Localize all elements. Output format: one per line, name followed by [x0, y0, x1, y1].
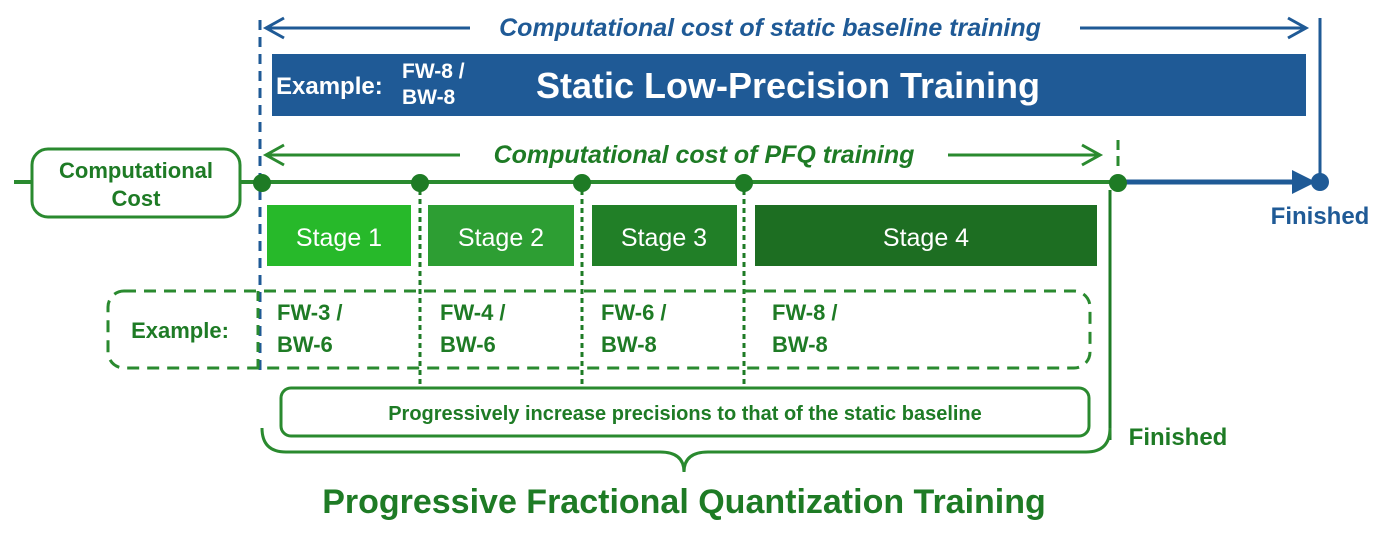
stage-4-label: Stage 4	[883, 224, 969, 252]
stage-boundary-dot	[1109, 174, 1127, 192]
baseline-finished-label: Finished	[1271, 203, 1370, 230]
baseline-axis-arrowhead	[1292, 170, 1316, 194]
computational-cost-box	[30, 147, 242, 219]
stage-2-bw: BW-6	[440, 332, 496, 357]
pfq-brace	[260, 427, 1112, 473]
progress-note: Progressively increase precisions to tha…	[388, 403, 982, 425]
stage-2-label: Stage 2	[458, 224, 544, 252]
progress-note-box	[279, 386, 1091, 438]
stage-3-bw: BW-8	[601, 332, 657, 357]
pfq-cost-label: Computational cost of PFQ training	[494, 141, 915, 169]
stage-3-box	[592, 205, 737, 266]
pfq-title: Progressive Fractional Quantization Trai…	[322, 483, 1046, 521]
stage-4-box	[755, 205, 1097, 266]
stage-2-box	[428, 205, 574, 266]
example-dashed-box	[106, 289, 1092, 370]
stage-4-bw: BW-8	[772, 332, 828, 357]
stage-boundary-dot	[573, 174, 591, 192]
stage-1-fw: FW-3 /	[277, 300, 343, 325]
stage-1-box	[267, 205, 411, 266]
baseline-cost-arrow	[262, 16, 1310, 40]
stage-3-label: Stage 3	[621, 224, 707, 252]
stage-1-bw: BW-6	[277, 332, 333, 357]
stage-boundary-dot	[411, 174, 429, 192]
computational-cost-label-line1: Computational	[59, 158, 213, 183]
stage-3-fw: FW-6 /	[601, 300, 667, 325]
stage-2-fw: FW-4 /	[440, 300, 506, 325]
baseline-cost-label: Computational cost of static baseline tr…	[499, 14, 1041, 42]
computational-cost-label-line2: Cost	[112, 186, 162, 211]
pfq-cost-arrow	[262, 143, 1104, 167]
pfq-finished-label: Finished	[1129, 424, 1228, 451]
baseline-bar	[272, 54, 1306, 116]
baseline-title: Static Low-Precision Training	[536, 65, 1040, 106]
pfq-example-label: Example:	[131, 318, 229, 343]
stage-boundary-dot	[735, 174, 753, 192]
stage-1-label: Stage 1	[296, 224, 382, 252]
stage-4-fw: FW-8 /	[772, 300, 838, 325]
baseline-example-bw: BW-8	[402, 86, 456, 109]
stage-boundary-dot	[253, 174, 271, 192]
baseline-example-fw: FW-8 /	[402, 60, 465, 83]
baseline-finish-dot	[1311, 173, 1329, 191]
baseline-example-label: Example:	[276, 73, 383, 100]
